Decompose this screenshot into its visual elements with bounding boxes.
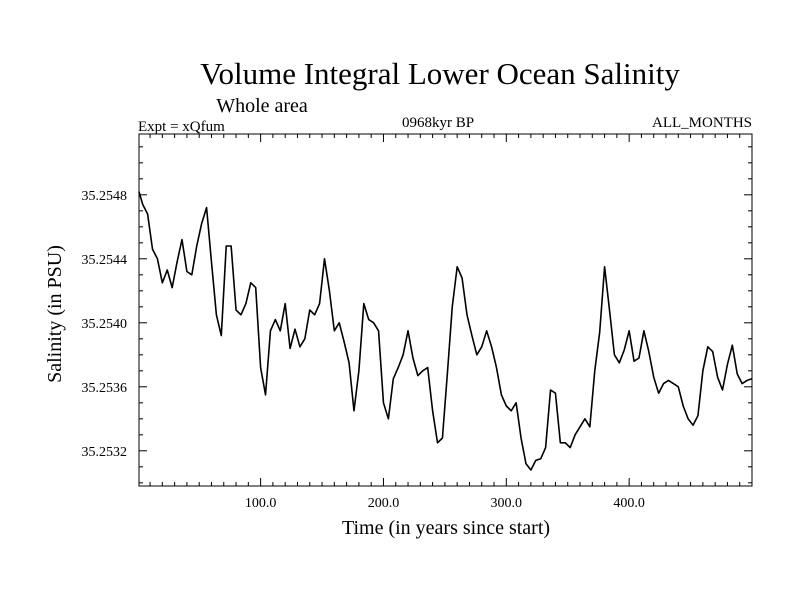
x-tick-label: 300.0 bbox=[491, 496, 523, 511]
y-tick-label: 35.2536 bbox=[82, 381, 128, 396]
y-axis-label: Salinity (in PSU) bbox=[44, 245, 66, 383]
y-tick-label: 35.2532 bbox=[82, 445, 128, 460]
chart-subtitle: Whole area bbox=[216, 95, 308, 117]
y-tick-label: 35.2548 bbox=[82, 189, 128, 204]
period-label: 0968kyr BP bbox=[402, 115, 474, 131]
salinity-series-line bbox=[138, 191, 753, 471]
axis-ticks bbox=[139, 134, 752, 486]
y-tick-label: 35.2544 bbox=[82, 253, 128, 268]
plot-frame bbox=[138, 133, 753, 487]
x-tick-label: 400.0 bbox=[613, 496, 645, 511]
x-tick-label: 100.0 bbox=[245, 496, 277, 511]
x-axis-label: Time (in years since start) bbox=[342, 517, 550, 539]
axis-tick-labels: 100.0 200.0 300.0 400.0 35.2532 35.2536 35.254… bbox=[82, 189, 645, 511]
months-label: ALL_MONTHS bbox=[652, 115, 752, 131]
chart-title: Volume Integral Lower Ocean Salinity bbox=[200, 56, 680, 91]
x-tick-label: 200.0 bbox=[368, 496, 400, 511]
y-tick-label: 35.2540 bbox=[82, 317, 128, 332]
experiment-label: Expt = xQfum bbox=[138, 119, 225, 135]
